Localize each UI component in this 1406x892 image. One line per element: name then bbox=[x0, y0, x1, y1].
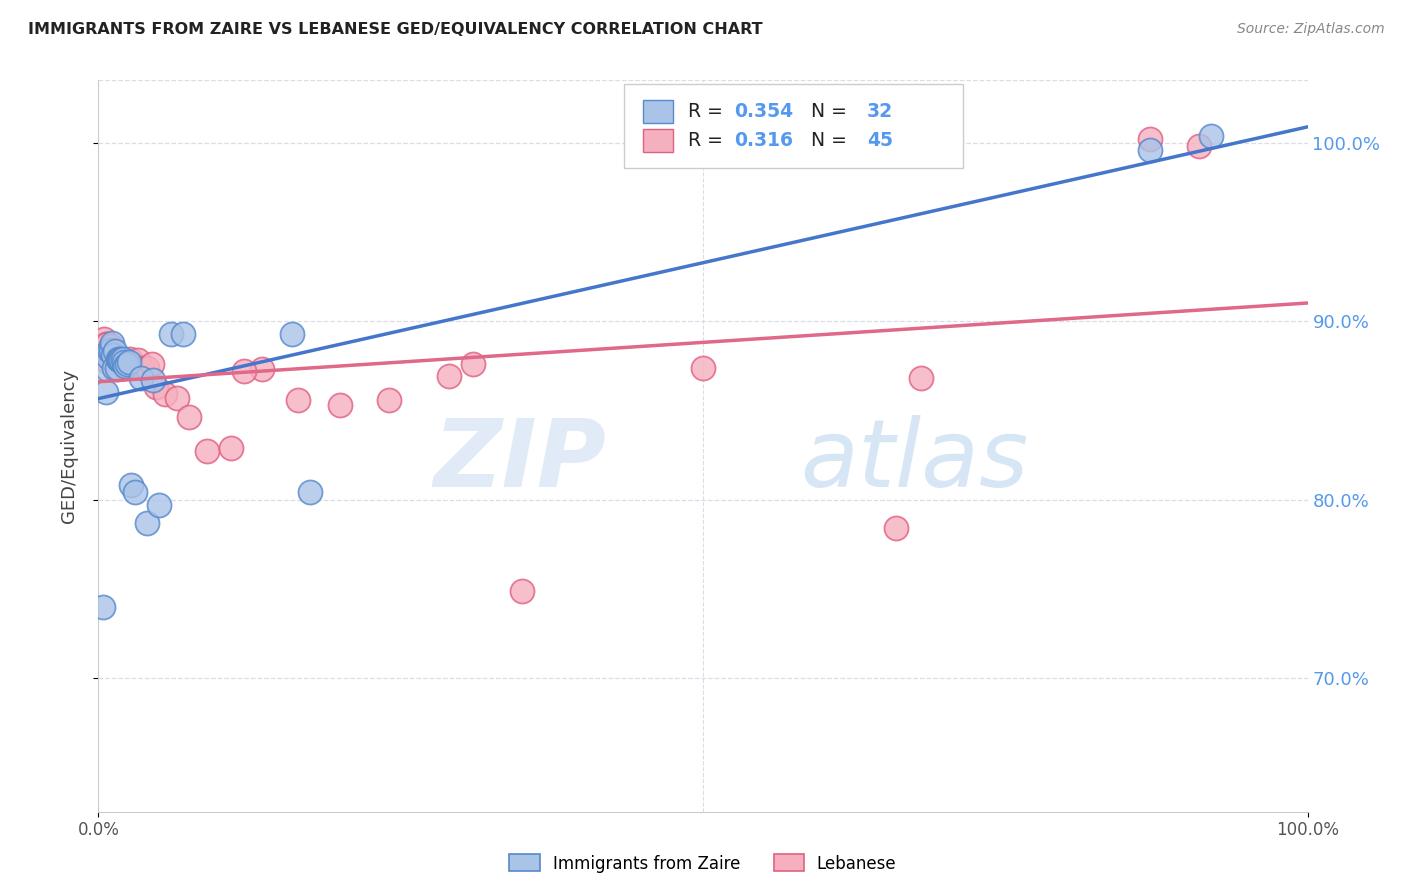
Text: ZIP: ZIP bbox=[433, 415, 606, 507]
Point bbox=[437, 369, 460, 384]
Point bbox=[118, 355, 141, 369]
Point bbox=[94, 337, 117, 351]
Point bbox=[108, 353, 131, 368]
Point bbox=[96, 337, 118, 351]
Point bbox=[114, 359, 136, 373]
Point bbox=[377, 392, 399, 407]
Point bbox=[98, 343, 121, 357]
Point bbox=[103, 357, 125, 371]
Point bbox=[91, 599, 114, 614]
Text: 45: 45 bbox=[868, 131, 893, 150]
Text: 32: 32 bbox=[868, 103, 893, 121]
Point bbox=[111, 353, 134, 368]
Point bbox=[104, 344, 127, 359]
Point bbox=[100, 343, 122, 357]
Point bbox=[299, 485, 322, 500]
Point bbox=[124, 485, 146, 500]
Point bbox=[100, 339, 122, 353]
Point bbox=[118, 351, 141, 366]
Point bbox=[281, 326, 304, 341]
Point bbox=[135, 516, 157, 530]
FancyBboxPatch shape bbox=[624, 84, 963, 168]
Point bbox=[107, 351, 129, 366]
Point bbox=[111, 351, 134, 366]
Point bbox=[112, 355, 135, 369]
Point bbox=[127, 353, 149, 368]
Point bbox=[112, 353, 135, 368]
Point bbox=[108, 351, 131, 366]
Point bbox=[135, 360, 157, 375]
Text: atlas: atlas bbox=[800, 415, 1028, 506]
Text: Source: ZipAtlas.com: Source: ZipAtlas.com bbox=[1237, 22, 1385, 37]
Point bbox=[101, 348, 124, 362]
Point bbox=[148, 498, 170, 512]
Point bbox=[692, 360, 714, 375]
Point bbox=[93, 332, 115, 346]
Text: 0.354: 0.354 bbox=[734, 103, 793, 121]
Point bbox=[100, 350, 122, 364]
Point bbox=[108, 351, 131, 366]
Point bbox=[120, 478, 142, 492]
Point bbox=[97, 355, 120, 369]
Point bbox=[1199, 128, 1222, 143]
Point bbox=[131, 360, 153, 375]
Point bbox=[94, 385, 117, 400]
Point bbox=[121, 359, 143, 373]
Point bbox=[179, 410, 201, 425]
Point bbox=[97, 350, 120, 364]
Point bbox=[910, 371, 932, 385]
Point bbox=[129, 371, 152, 385]
Point bbox=[100, 335, 122, 350]
Point bbox=[232, 364, 254, 378]
Point bbox=[98, 350, 121, 364]
Point bbox=[124, 359, 146, 373]
Point bbox=[103, 360, 125, 375]
Text: 0.316: 0.316 bbox=[734, 131, 793, 150]
Point bbox=[117, 355, 139, 369]
Point bbox=[101, 357, 124, 371]
Point bbox=[107, 357, 129, 371]
Point bbox=[287, 392, 309, 407]
Point bbox=[110, 351, 132, 366]
Point bbox=[104, 360, 127, 375]
Point bbox=[172, 326, 194, 341]
FancyBboxPatch shape bbox=[643, 128, 673, 152]
Point bbox=[142, 373, 165, 387]
Text: IMMIGRANTS FROM ZAIRE VS LEBANESE GED/EQUIVALENCY CORRELATION CHART: IMMIGRANTS FROM ZAIRE VS LEBANESE GED/EQ… bbox=[28, 22, 762, 37]
Point bbox=[463, 357, 485, 371]
Point bbox=[96, 362, 118, 376]
Point bbox=[141, 357, 163, 371]
Legend: Immigrants from Zaire, Lebanese: Immigrants from Zaire, Lebanese bbox=[503, 847, 903, 880]
Point bbox=[108, 350, 131, 364]
Point bbox=[153, 387, 176, 401]
Point bbox=[510, 583, 533, 598]
Text: R =: R = bbox=[688, 103, 728, 121]
Point bbox=[145, 380, 167, 394]
Point bbox=[329, 398, 352, 412]
Point bbox=[886, 521, 908, 535]
Text: R =: R = bbox=[688, 131, 728, 150]
Point bbox=[250, 362, 273, 376]
Text: N =: N = bbox=[799, 131, 853, 150]
FancyBboxPatch shape bbox=[643, 100, 673, 123]
Point bbox=[117, 357, 139, 371]
Point bbox=[114, 355, 136, 369]
Text: N =: N = bbox=[799, 103, 853, 121]
Point bbox=[105, 362, 128, 376]
Point bbox=[195, 444, 218, 458]
Point bbox=[160, 326, 183, 341]
Point bbox=[166, 391, 188, 405]
Point bbox=[105, 360, 128, 375]
Point bbox=[1139, 132, 1161, 146]
Point bbox=[1188, 139, 1211, 153]
Point bbox=[1139, 143, 1161, 157]
Point bbox=[221, 441, 243, 455]
Y-axis label: GED/Equivalency: GED/Equivalency bbox=[59, 369, 77, 523]
Point bbox=[110, 353, 132, 368]
